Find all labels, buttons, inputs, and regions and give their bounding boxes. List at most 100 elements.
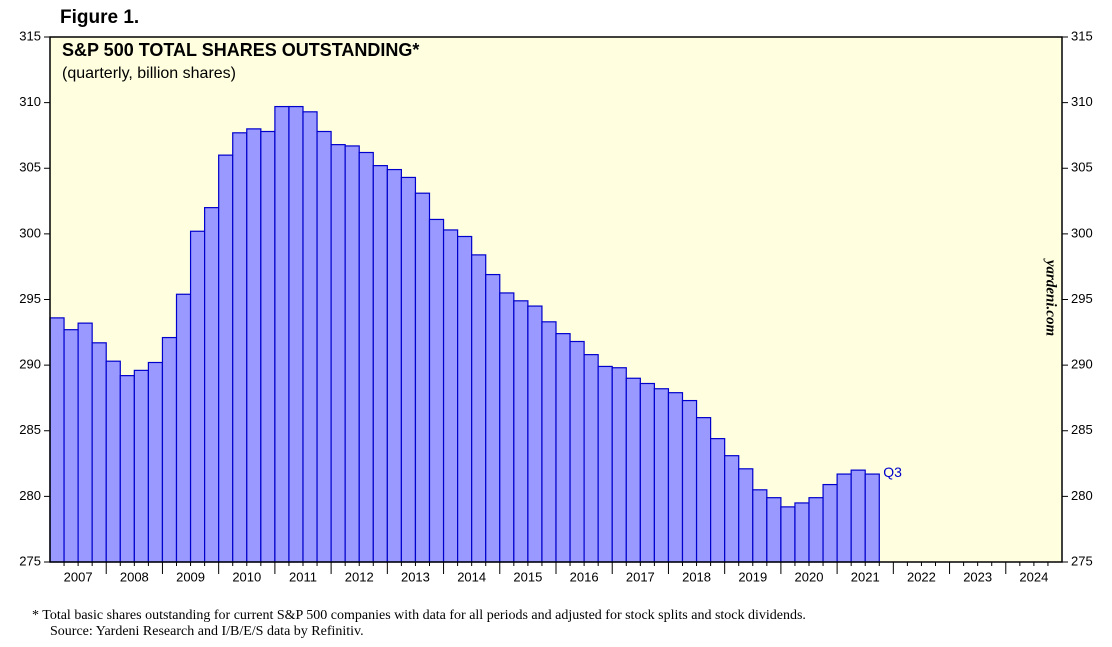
- y-tick-label: 275: [19, 553, 41, 568]
- x-tick-label: 2009: [176, 569, 205, 584]
- y2-tick-label: 275: [1071, 553, 1093, 568]
- x-tick-label: 2015: [513, 569, 542, 584]
- y-tick-label: 280: [19, 488, 41, 503]
- x-tick-label: 2021: [851, 569, 880, 584]
- y2-tick-label: 290: [1071, 357, 1093, 372]
- x-tick-label: 2022: [907, 569, 936, 584]
- x-tick-label: 2017: [626, 569, 655, 584]
- bar: [864, 473, 880, 563]
- bar: [147, 361, 164, 563]
- bar: [133, 369, 149, 563]
- x-tick-label: 2008: [120, 569, 149, 584]
- bar: [372, 165, 388, 563]
- y-tick-label: 315: [19, 28, 41, 43]
- bar: [344, 145, 360, 563]
- x-tick-label: 2018: [682, 569, 711, 584]
- bar: [724, 455, 740, 563]
- bar: [822, 483, 838, 563]
- bar: [442, 229, 459, 563]
- x-tick-label: 2020: [795, 569, 824, 584]
- bar: [175, 293, 192, 563]
- bar: [766, 497, 782, 563]
- y2-tick-label: 295: [1071, 291, 1093, 306]
- bar: [471, 254, 487, 563]
- bar: [232, 132, 248, 563]
- bar: [260, 130, 276, 563]
- x-tick-label: 2012: [345, 569, 374, 584]
- bar: [91, 342, 107, 563]
- bar: [189, 230, 206, 563]
- y2-tick-label: 280: [1071, 488, 1093, 503]
- y2-tick-label: 285: [1071, 422, 1093, 437]
- chart-title: S&P 500 TOTAL SHARES OUTSTANDING*: [62, 40, 419, 60]
- bar: [105, 360, 121, 563]
- footnote: * Total basic shares outstanding for cur…: [32, 608, 806, 623]
- bar: [499, 292, 515, 563]
- x-tick-label: 2007: [64, 569, 93, 584]
- x-tick-label: 2011: [289, 569, 317, 584]
- bar: [667, 392, 684, 563]
- bar: [316, 130, 332, 563]
- bar: [780, 506, 796, 563]
- bar: [302, 111, 318, 563]
- bar: [274, 105, 290, 563]
- bar: [485, 273, 501, 563]
- bar: [457, 235, 473, 563]
- bar: [541, 321, 557, 563]
- annotation: Q3: [883, 464, 902, 480]
- bar: [625, 377, 641, 563]
- x-tick-label: 2024: [1019, 569, 1048, 584]
- y2-tick-label: 300: [1071, 225, 1093, 240]
- y-tick-label: 285: [19, 422, 41, 437]
- bar: [681, 399, 698, 563]
- bar: [695, 417, 712, 563]
- bar: [569, 340, 585, 563]
- watermark: yardeni.com: [1043, 258, 1059, 336]
- figure-label: Figure 1.: [60, 7, 139, 28]
- bar: [794, 502, 810, 563]
- x-tick-label: 2010: [232, 569, 261, 584]
- bar: [513, 300, 529, 563]
- bar: [836, 473, 852, 563]
- chart-subtitle: (quarterly, billion shares): [62, 65, 236, 82]
- bar: [752, 489, 768, 563]
- bar: [246, 128, 262, 563]
- x-tick-label: 2014: [457, 569, 486, 584]
- bar: [527, 305, 543, 563]
- bar: [639, 382, 655, 563]
- y-tick-label: 305: [19, 160, 41, 175]
- bar: [850, 469, 866, 563]
- plot-frame: [49, 36, 1063, 563]
- bar: [414, 192, 431, 563]
- bar: [555, 333, 571, 563]
- bar: [583, 354, 599, 563]
- bar: [49, 317, 65, 563]
- y-tick-label: 310: [19, 94, 41, 109]
- bar: [77, 322, 93, 563]
- bar: [204, 207, 220, 563]
- bar: [597, 365, 613, 563]
- bar: [218, 154, 234, 563]
- bar: [63, 329, 79, 563]
- bar: [288, 105, 304, 563]
- x-tick-label: 2013: [401, 569, 430, 584]
- bar: [428, 218, 445, 563]
- y-tick-label: 300: [19, 225, 41, 240]
- y-tick-label: 295: [19, 291, 41, 306]
- bar: [161, 336, 178, 563]
- x-tick-label: 2016: [570, 569, 599, 584]
- y2-tick-label: 315: [1071, 28, 1093, 43]
- bar: [808, 497, 824, 563]
- bar: [119, 375, 135, 563]
- source: Source: Yardeni Research and I/B/E/S dat…: [50, 624, 364, 639]
- x-tick-label: 2019: [738, 569, 767, 584]
- y-tick-label: 290: [19, 357, 41, 372]
- bar: [400, 176, 417, 563]
- bar: [611, 367, 627, 563]
- y2-tick-label: 305: [1071, 160, 1093, 175]
- x-tick-label: 2023: [963, 569, 992, 584]
- bar: [330, 144, 346, 563]
- bar: [738, 468, 754, 563]
- bar: [710, 438, 726, 563]
